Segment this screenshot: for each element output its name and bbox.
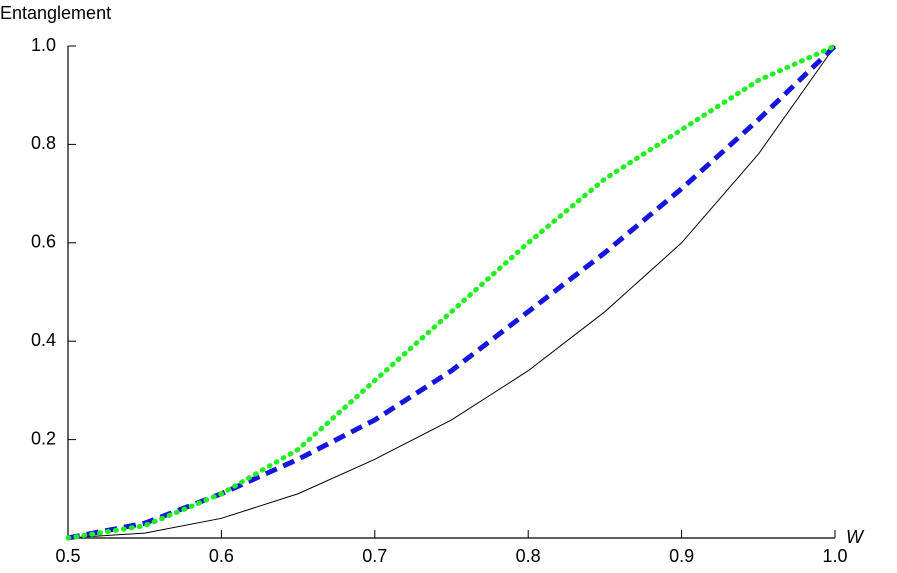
x-tick-label: 0.8: [516, 546, 541, 566]
x-tick-label: 1.0: [822, 546, 847, 566]
series-line: [65, 43, 838, 541]
y-tick-label: 0.6: [31, 232, 56, 252]
y-tick-label: 0.4: [31, 330, 56, 350]
y-tick-label: 0.2: [31, 428, 56, 448]
y-tick-label: 0.8: [31, 133, 56, 153]
x-tick-label: 0.5: [55, 546, 80, 566]
x-tick-label: 0.6: [209, 546, 234, 566]
x-tick-label: 0.7: [362, 546, 387, 566]
x-tick-label: 0.9: [669, 546, 694, 566]
y-axis-label: Entanglement: [0, 3, 111, 23]
series-line: [67, 44, 837, 541]
x-axis-label: W: [846, 527, 865, 547]
series-line: [67, 45, 836, 539]
y-tick-label: 1.0: [31, 35, 56, 55]
